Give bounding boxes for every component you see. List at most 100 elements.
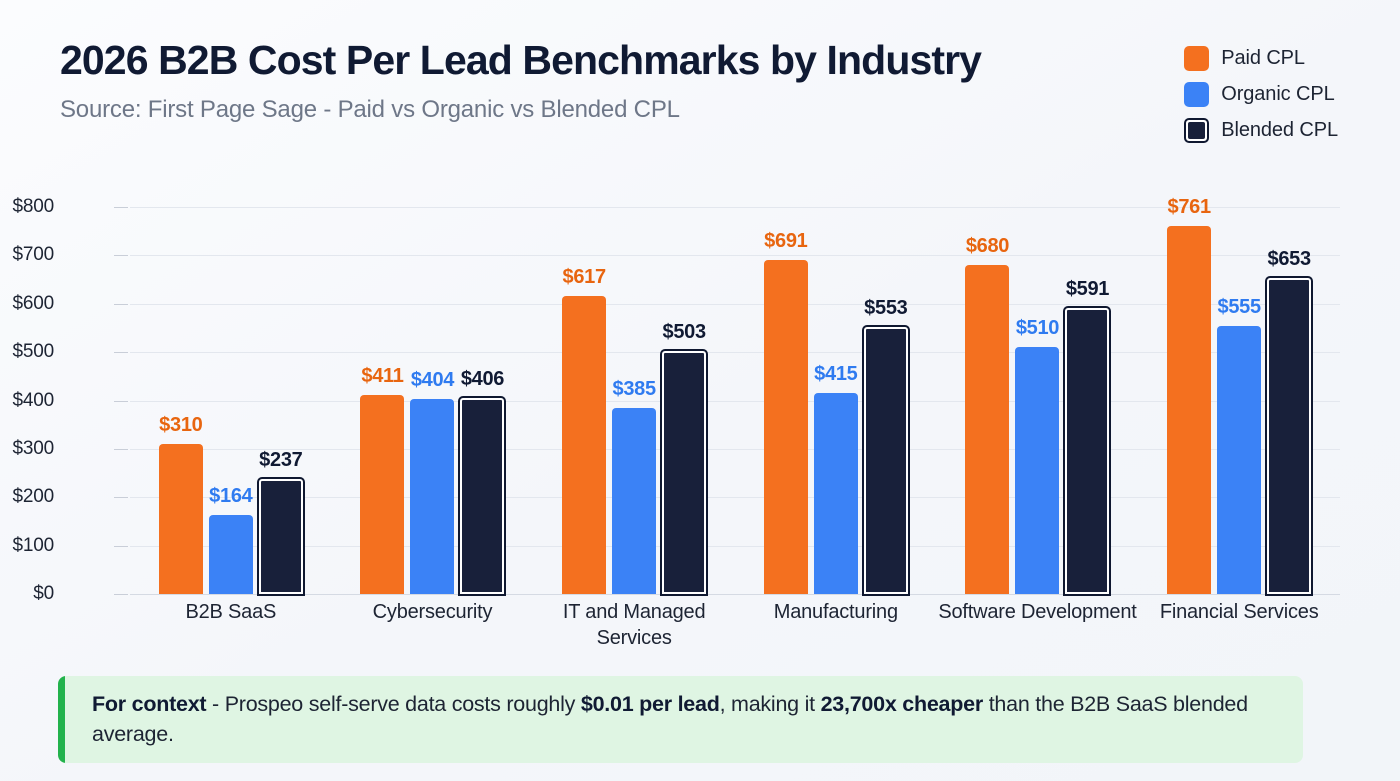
y-axis-tick-mark [114, 207, 128, 208]
legend-item-paid-cpl[interactable]: Paid CPL [1184, 46, 1305, 71]
x-axis-label: Manufacturing [773, 601, 898, 623]
y-axis-tick-label: $500 [12, 341, 55, 363]
gridline [130, 207, 1340, 208]
bar-value-label: $385 [612, 377, 657, 400]
y-axis-tick-mark [114, 594, 128, 595]
legend-item-label: Blended CPL [1221, 119, 1338, 141]
bar-organic[interactable]: $385 [612, 378, 657, 594]
callout-seg2: , making it [719, 692, 821, 716]
bar-blended[interactable]: $591 [1063, 278, 1112, 596]
y-axis-tick-label: $100 [12, 534, 55, 556]
bar-blended[interactable]: $503 [660, 321, 709, 597]
bar-value-label: $404 [410, 368, 455, 391]
bar-value-label: $680 [965, 235, 1010, 258]
y-axis-tick-label: $600 [12, 292, 55, 314]
callout-seg1: Prospeo self-serve data costs roughly [224, 692, 581, 716]
bar-blended[interactable]: $406 [458, 368, 507, 597]
chart-legend: Paid CPL Organic CPL Blended CPL [1184, 46, 1338, 143]
y-axis-tick-mark [114, 255, 128, 257]
bar-value-label: $237 [259, 449, 303, 472]
callout-lead: For context [92, 692, 207, 716]
x-axis-label: Financial Services [1159, 601, 1319, 623]
bar-organic[interactable]: $555 [1217, 296, 1262, 594]
bar-organic[interactable]: $510 [1015, 317, 1060, 594]
legend-swatch-orange [1184, 46, 1210, 71]
legend-item-label: Organic CPL [1221, 83, 1335, 105]
y-axis-tick-mark [114, 352, 128, 354]
y-axis-tick-mark [114, 400, 128, 402]
y-axis-tick-label: $700 [12, 244, 55, 266]
gridline [130, 497, 1340, 499]
y-axis-tick-mark [114, 497, 128, 499]
x-axis-label: B2B SaaS [185, 601, 277, 623]
callout-bold1: $0.01 per lead [580, 692, 720, 716]
x-axis-label: Software Development [938, 601, 1137, 623]
gridline [130, 255, 1340, 257]
bar-value-label: $415 [814, 363, 858, 386]
bar-group: $691 $415 $553 [735, 207, 937, 596]
bar-paid[interactable]: $411 [360, 365, 405, 594]
bar-value-label: $510 [1015, 317, 1060, 340]
gridline [130, 448, 1340, 450]
gridline [130, 545, 1340, 547]
callout-bold2: 23,700x cheaper [820, 692, 984, 716]
chart-subtitle: Source: First Page Sage - Paid vs Organi… [60, 95, 680, 123]
legend-item-blended-cpl[interactable]: Blended CPL [1184, 118, 1338, 143]
bar-value-label: $617 [562, 265, 607, 288]
bar-blended[interactable]: $237 [256, 449, 305, 596]
bar-value-label: $553 [864, 296, 908, 319]
callout-seg3: than the B2B SaaS blended average. [92, 692, 1248, 746]
legend-swatch-navy-outlined [1184, 118, 1210, 143]
bar-paid[interactable]: $310 [158, 414, 203, 594]
y-axis-tick-label: $200 [12, 486, 55, 508]
y-axis-tick-label: $400 [12, 389, 55, 411]
bar-value-label: $653 [1267, 248, 1312, 271]
bar-paid[interactable]: $617 [562, 266, 607, 594]
bars-area: $310 $164 $237 $411 $404 $406 $617 $385 $503 $691… [130, 196, 1340, 597]
bar-blended[interactable]: $553 [861, 297, 910, 596]
chart-header: 2026 B2B Cost Per Lead Benchmarks by Ind… [60, 37, 1160, 124]
gridline [130, 400, 1340, 402]
bar-value-label: $761 [1167, 195, 1212, 218]
bar-organic[interactable]: $164 [208, 485, 253, 594]
x-axis-label: Cybersecurity [372, 601, 493, 623]
legend-swatch-blue [1184, 82, 1210, 107]
bar-blended[interactable]: $653 [1265, 248, 1314, 596]
x-axis-label: IT and Managed Services [562, 601, 706, 649]
y-axis-tick-mark [114, 545, 128, 547]
callout-dash: - [206, 692, 225, 716]
bar-organic[interactable]: $415 [813, 363, 858, 594]
y-axis-tick-label: $0 [33, 583, 54, 604]
bar-value-label: $503 [662, 320, 707, 343]
gridline [130, 594, 1340, 595]
bar-group: $310 $164 $237 [130, 207, 332, 596]
callout-accent-bar [58, 676, 65, 764]
context-callout: For context - Prospeo self-serve data co… [58, 676, 1303, 764]
bar-organic[interactable]: $404 [410, 369, 455, 594]
gridline [130, 303, 1340, 305]
bar-value-label: $555 [1217, 295, 1262, 318]
bar-value-label: $591 [1065, 278, 1110, 301]
gridline [130, 352, 1340, 354]
bar-paid[interactable]: $761 [1167, 196, 1212, 594]
bar-group: $761 $555 $653 [1138, 196, 1340, 596]
y-axis-tick-label: $300 [12, 437, 55, 459]
bar-group: $617 $385 $503 [533, 207, 735, 597]
bar-value-label: $691 [764, 229, 808, 252]
legend-item-label: Paid CPL [1221, 47, 1305, 69]
y-axis-tick-label: $800 [12, 196, 55, 217]
page-title: 2026 B2B Cost Per Lead Benchmarks by Ind… [60, 37, 982, 83]
bar-group: $411 $404 $406 [332, 207, 534, 597]
legend-item-organic-cpl[interactable]: Organic CPL [1184, 82, 1335, 107]
bar-group: $680 $510 $591 [937, 207, 1139, 596]
y-axis-tick-mark [114, 303, 128, 305]
callout-text: For context - Prospeo self-serve data co… [58, 676, 1303, 763]
bar-value-label: $406 [460, 367, 505, 390]
bar-value-label: $164 [209, 484, 253, 507]
bar-paid[interactable]: $680 [965, 235, 1010, 594]
bar-value-label: $310 [159, 414, 203, 437]
bar-value-label: $411 [361, 365, 404, 388]
bar-paid[interactable]: $691 [763, 230, 808, 594]
y-axis-tick-mark [114, 448, 128, 450]
